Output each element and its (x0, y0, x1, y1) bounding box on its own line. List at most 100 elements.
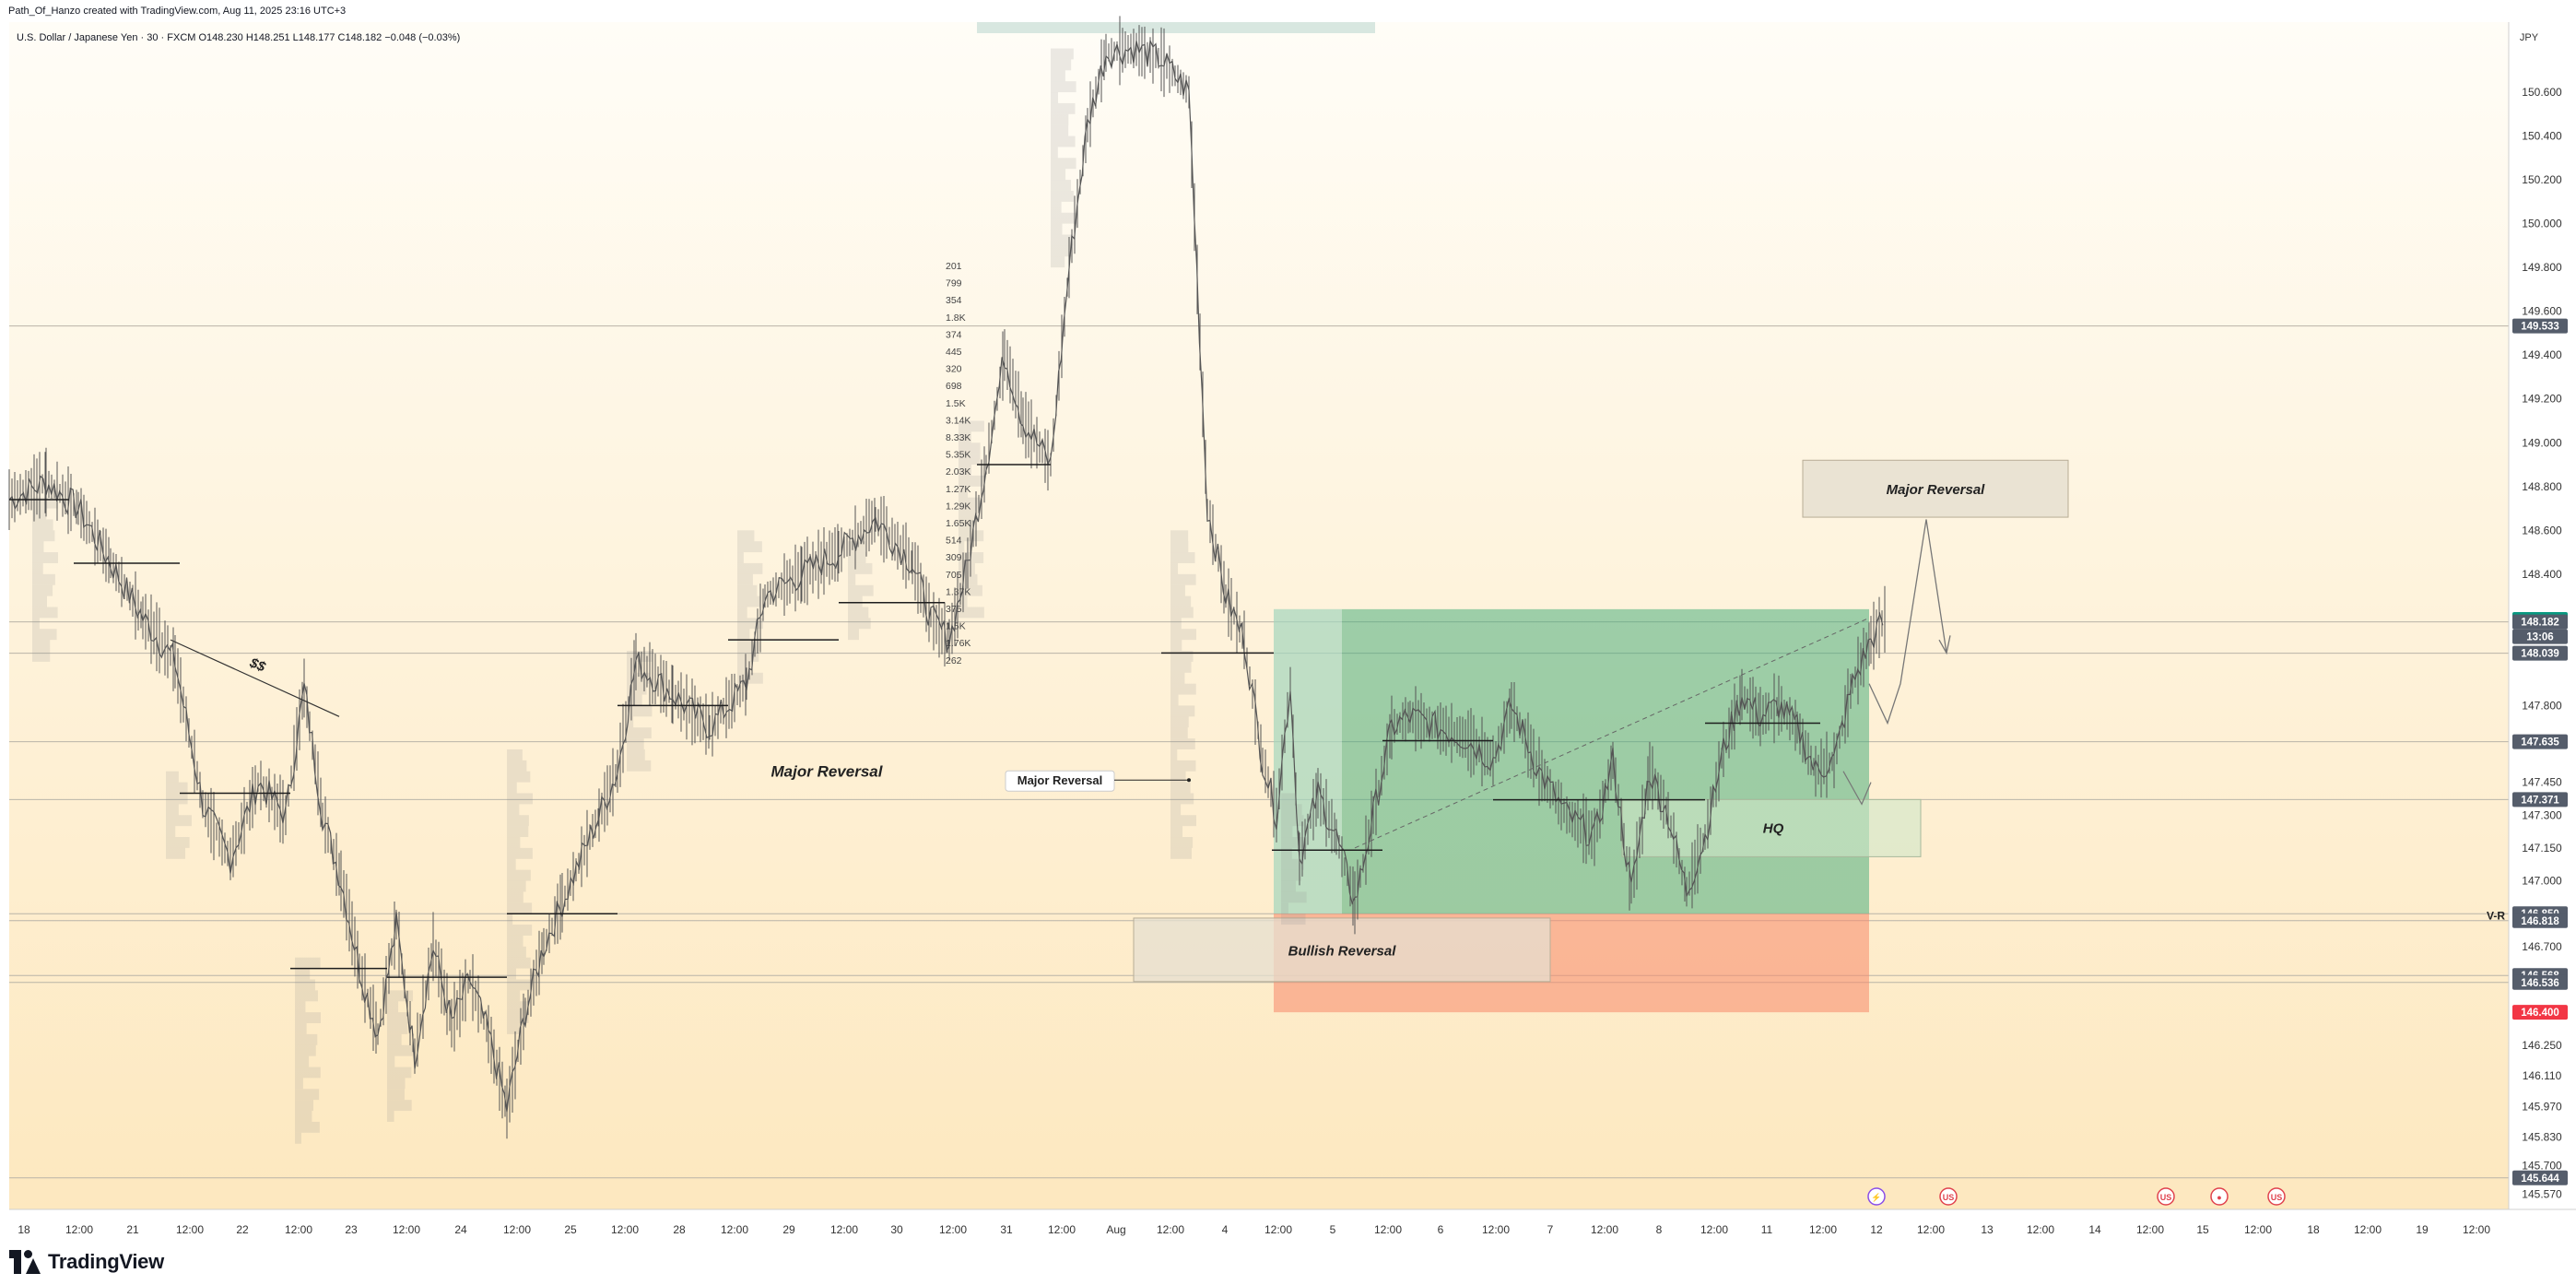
y-tick-label: 147.800 (2522, 699, 2562, 712)
plot-background (9, 22, 2509, 1209)
y-tick-label: 145.570 (2522, 1187, 2562, 1200)
event-icon[interactable] (2267, 1187, 2286, 1206)
volume-profile-bar (1170, 595, 1192, 607)
major-reversal-mid-label: Major Reversal (771, 763, 884, 781)
volume-profile-bar (166, 815, 192, 827)
volume-profile-bar (32, 541, 44, 553)
volume-profile-bar (507, 979, 533, 991)
y-tick-label: 150.000 (2522, 218, 2562, 230)
volume-profile-bar (1170, 837, 1194, 848)
volume-profile-bar (166, 804, 179, 816)
volume-profile-bar (1170, 771, 1186, 783)
x-tick-label: 12:00 (393, 1223, 420, 1236)
volume-profile-bar (507, 793, 533, 805)
x-tick-label: 12:00 (1917, 1223, 1945, 1236)
event-icon[interactable] (1939, 1187, 1958, 1206)
volume-profile-bar (295, 1033, 318, 1045)
volume-profile-label: 1.37K (946, 586, 970, 597)
trendline (170, 639, 340, 717)
x-tick-label: 12 (1870, 1223, 1883, 1236)
y-tick-label: 146.700 (2522, 940, 2562, 953)
volume-profile-label: 1.5K (946, 398, 966, 409)
volume-profile-bar (959, 442, 981, 454)
y-tick-label: 147.450 (2522, 776, 2562, 789)
event-icon[interactable] (1867, 1187, 1886, 1206)
volume-profile-bar (1281, 847, 1292, 859)
price-series[interactable] (8, 38, 1884, 1113)
volume-profile-bar (507, 925, 533, 936)
volume-profile-bar (959, 497, 982, 509)
volume-profile-bar (387, 1067, 412, 1079)
volume-profile-bar (1281, 804, 1302, 816)
tradingview-logo[interactable]: TradingView (9, 1250, 164, 1274)
event-icon-glyph: US (1943, 1193, 1955, 1202)
volume-profile-bar (507, 826, 529, 838)
volume-profile-label: 445 (946, 347, 962, 358)
volume-profile-bar (507, 869, 531, 881)
brand-name: TradingView (48, 1250, 164, 1273)
hq-label: HQ (1763, 821, 1784, 837)
volume-profile-bar (295, 957, 321, 969)
volume-profile-bar (1051, 124, 1069, 136)
volume-profile-bar (1051, 70, 1065, 82)
price-level-tag (2512, 1170, 2568, 1185)
x-tick-label: 12:00 (2027, 1223, 2054, 1236)
volume-profile-bar (166, 793, 188, 805)
major-reversal-callout-box (1005, 770, 1115, 792)
y-tick-label: 150.400 (2522, 130, 2562, 143)
x-tick-label: 19 (2416, 1223, 2429, 1236)
projection-dashed-line (1354, 617, 1870, 849)
volume-profile-bar (1170, 815, 1196, 827)
y-tick-label: 148.400 (2522, 568, 2562, 581)
footer: TradingView (0, 1244, 2576, 1285)
y-tick-label: 147.300 (2522, 808, 2562, 821)
volume-profile-bar (507, 902, 533, 914)
volume-profile-bar (1051, 92, 1059, 103)
volume-profile-bar (1170, 694, 1179, 706)
volume-profile-bar (295, 1001, 306, 1013)
volume-profile-bar (627, 705, 653, 717)
chart-credit-header: Path_Of_Hanzo created with TradingView.c… (0, 0, 2576, 22)
volume-profile-bar (1281, 891, 1307, 903)
volume-profile-label: 1.65K (946, 518, 970, 529)
y-tick-label: 146.250 (2522, 1039, 2562, 1052)
volume-profile-bar (507, 749, 523, 760)
event-icon[interactable] (2210, 1187, 2229, 1206)
x-tick-label: 12:00 (2463, 1223, 2490, 1236)
volume-profile-bar (1281, 858, 1304, 870)
volume-profile-bar (1170, 826, 1183, 838)
volume-profile-bar (737, 672, 763, 684)
volume-profile-bar (295, 1121, 320, 1133)
volume-profile-bar (848, 629, 859, 641)
major-reversal-callout: Major Reversal (1017, 773, 1103, 787)
x-tick-label: 12:00 (721, 1223, 748, 1236)
volume-profile-bar (32, 519, 53, 531)
x-tick-label: 12:00 (1264, 1223, 1292, 1236)
volume-profile-bar (1170, 651, 1194, 662)
volume-profile-bar (32, 562, 43, 574)
volume-profile-bar (737, 530, 755, 542)
volume-profile-label: 262 (946, 655, 962, 666)
price-level-tag (2512, 614, 2568, 630)
volume-profile-bar (507, 771, 531, 783)
volume-profile-bar (737, 562, 763, 574)
volume-profile-bar (166, 771, 179, 783)
volume-profile-bar (295, 990, 318, 1002)
x-tick-label: 21 (126, 1223, 139, 1236)
currency-label: JPY (2520, 32, 2539, 43)
volume-profile-bar (959, 607, 984, 619)
volume-profile-label: 201 (946, 261, 962, 272)
volume-profile-bar (959, 475, 984, 487)
volume-profile-bar (32, 530, 55, 542)
volume-profile-bar (1051, 147, 1058, 159)
volume-profile-bar (1170, 541, 1189, 553)
volume-profile-bar (737, 595, 761, 607)
volume-profile-bar (1170, 530, 1189, 542)
event-icon[interactable] (2157, 1187, 2175, 1206)
price-level-label: 149.533 (2521, 322, 2559, 333)
volume-profile-bar (1051, 48, 1074, 60)
price-chart[interactable]: $$ 201 799 354 1.8K 374 445 320 698 1.5K 3.14K 8.33… (0, 0, 2576, 1244)
event-icon-glyph: ⚡ (1871, 1192, 1881, 1203)
x-tick-label: 14 (2088, 1223, 2101, 1236)
x-tick-label: 22 (236, 1223, 249, 1236)
